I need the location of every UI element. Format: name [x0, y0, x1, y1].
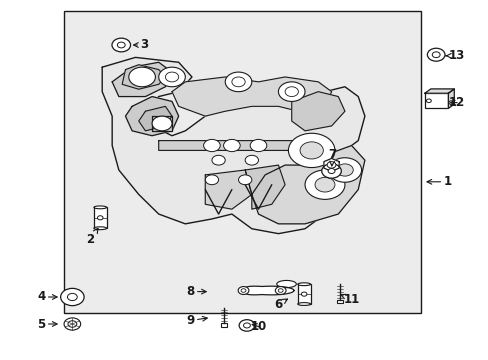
- Circle shape: [64, 318, 81, 330]
- Ellipse shape: [297, 283, 310, 285]
- Circle shape: [67, 293, 77, 301]
- Circle shape: [112, 38, 130, 52]
- Polygon shape: [447, 89, 453, 108]
- Circle shape: [321, 164, 341, 178]
- Bar: [424, 93, 447, 108]
- Bar: [297, 284, 310, 304]
- Circle shape: [203, 139, 220, 152]
- Circle shape: [97, 216, 103, 220]
- Circle shape: [211, 155, 225, 165]
- Text: 3: 3: [133, 39, 148, 51]
- Circle shape: [301, 292, 306, 296]
- Circle shape: [225, 72, 251, 92]
- Circle shape: [239, 320, 254, 331]
- Polygon shape: [251, 145, 364, 224]
- Circle shape: [128, 67, 155, 87]
- Circle shape: [305, 170, 344, 199]
- Ellipse shape: [276, 280, 296, 288]
- Circle shape: [250, 139, 266, 152]
- Polygon shape: [323, 158, 339, 171]
- Polygon shape: [243, 286, 293, 295]
- Circle shape: [205, 175, 218, 185]
- Bar: [336, 300, 342, 303]
- Text: 10: 10: [250, 320, 267, 333]
- Circle shape: [61, 288, 84, 306]
- Text: 11: 11: [340, 293, 360, 306]
- Circle shape: [288, 133, 334, 167]
- Text: 12: 12: [448, 96, 465, 109]
- Circle shape: [285, 87, 298, 96]
- Text: 1: 1: [426, 175, 450, 188]
- Polygon shape: [122, 65, 165, 89]
- Ellipse shape: [94, 227, 106, 230]
- Circle shape: [426, 99, 430, 103]
- Circle shape: [448, 101, 453, 104]
- Circle shape: [327, 168, 334, 174]
- Circle shape: [238, 175, 251, 185]
- Circle shape: [278, 289, 283, 292]
- Ellipse shape: [297, 303, 310, 305]
- Circle shape: [165, 72, 178, 82]
- Text: 5: 5: [38, 318, 57, 330]
- Polygon shape: [125, 96, 178, 136]
- Circle shape: [238, 287, 248, 294]
- Bar: [94, 207, 106, 228]
- Circle shape: [300, 142, 323, 159]
- Text: 4: 4: [38, 291, 57, 303]
- Text: 2: 2: [86, 228, 98, 246]
- Circle shape: [68, 321, 77, 327]
- Text: 6: 6: [274, 298, 287, 311]
- Text: 9: 9: [186, 314, 207, 327]
- Ellipse shape: [94, 206, 106, 209]
- Text: 13: 13: [445, 49, 465, 62]
- Circle shape: [231, 77, 244, 87]
- Circle shape: [223, 139, 240, 152]
- Text: 7: 7: [328, 148, 336, 166]
- Circle shape: [314, 177, 334, 192]
- Circle shape: [431, 52, 439, 58]
- Circle shape: [275, 287, 285, 294]
- Circle shape: [336, 164, 352, 176]
- Circle shape: [327, 158, 361, 182]
- Circle shape: [152, 116, 172, 131]
- Circle shape: [241, 289, 245, 292]
- Circle shape: [427, 48, 444, 61]
- Polygon shape: [159, 141, 298, 150]
- Bar: [221, 323, 226, 327]
- Polygon shape: [112, 62, 172, 96]
- Text: 8: 8: [186, 285, 206, 298]
- Polygon shape: [205, 170, 251, 209]
- Circle shape: [117, 42, 125, 48]
- Circle shape: [244, 155, 258, 165]
- Polygon shape: [244, 165, 285, 209]
- Bar: [63, 11, 420, 313]
- Polygon shape: [102, 57, 364, 234]
- Circle shape: [243, 323, 250, 328]
- Circle shape: [326, 162, 335, 168]
- Polygon shape: [424, 89, 453, 93]
- Polygon shape: [152, 116, 172, 131]
- Circle shape: [159, 67, 185, 87]
- Polygon shape: [139, 106, 172, 131]
- Polygon shape: [172, 77, 331, 116]
- Circle shape: [278, 82, 305, 102]
- Polygon shape: [291, 92, 344, 131]
